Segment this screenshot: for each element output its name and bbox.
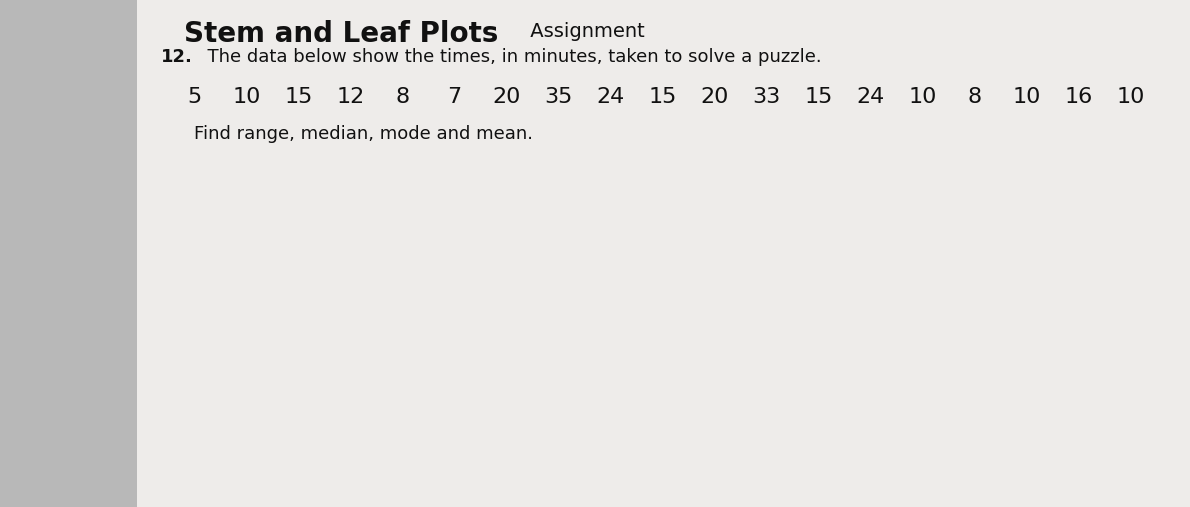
Text: Stem and Leaf Plots: Stem and Leaf Plots [184, 20, 499, 48]
Text: 10: 10 [1116, 87, 1145, 107]
Text: 33: 33 [752, 87, 781, 107]
Text: 24: 24 [857, 87, 884, 107]
Text: 10: 10 [1013, 87, 1040, 107]
Text: 20: 20 [700, 87, 728, 107]
Text: 20: 20 [493, 87, 521, 107]
Text: 15: 15 [804, 87, 833, 107]
Text: 7: 7 [447, 87, 462, 107]
Text: 24: 24 [596, 87, 625, 107]
Text: 5: 5 [187, 87, 201, 107]
Text: 12: 12 [337, 87, 364, 107]
Text: 16: 16 [1064, 87, 1092, 107]
Text: 12.: 12. [161, 48, 193, 66]
Text: 8: 8 [967, 87, 982, 107]
Text: 35: 35 [544, 87, 572, 107]
Text: Assignment: Assignment [525, 22, 645, 41]
Text: 8: 8 [395, 87, 409, 107]
Text: 15: 15 [649, 87, 677, 107]
Text: The data below show the times, in minutes, taken to solve a puzzle.: The data below show the times, in minute… [195, 48, 821, 66]
Text: 10: 10 [908, 87, 937, 107]
FancyBboxPatch shape [137, 0, 1190, 507]
Text: Find range, median, mode and mean.: Find range, median, mode and mean. [194, 125, 533, 143]
Text: 15: 15 [284, 87, 313, 107]
Text: 10: 10 [232, 87, 261, 107]
